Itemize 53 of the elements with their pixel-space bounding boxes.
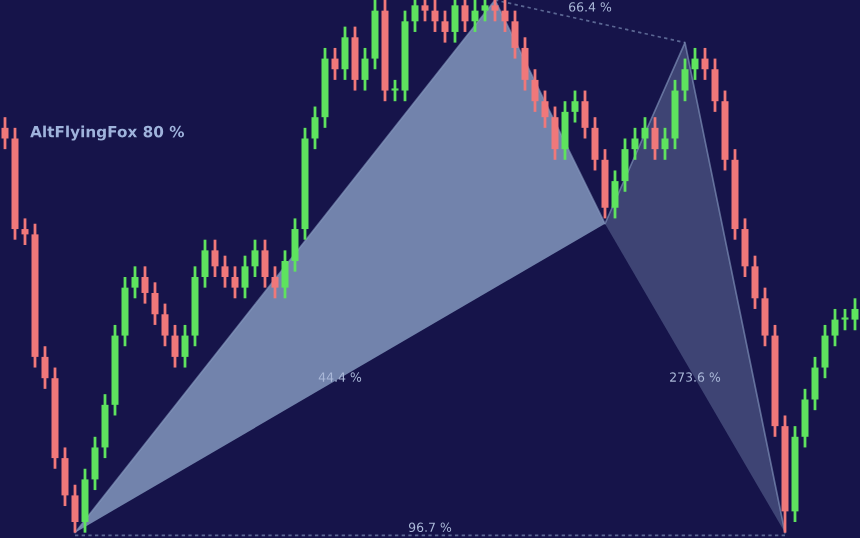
candlestick bbox=[21, 217, 29, 247]
candlestick bbox=[821, 323, 829, 380]
candlestick bbox=[491, 0, 499, 23]
candlestick bbox=[211, 238, 219, 279]
candlestick bbox=[151, 280, 159, 327]
candlestick bbox=[761, 286, 769, 348]
candlestick bbox=[311, 105, 319, 151]
candlestick bbox=[231, 264, 239, 300]
candlestick bbox=[611, 169, 619, 220]
candlestick bbox=[691, 46, 699, 82]
candlestick bbox=[661, 126, 669, 162]
candlestick bbox=[601, 147, 609, 220]
candlestick bbox=[161, 302, 169, 348]
candlestick bbox=[831, 307, 839, 348]
candlestick bbox=[171, 323, 179, 369]
candlestick bbox=[561, 99, 569, 162]
candlestick bbox=[421, 0, 429, 23]
candlestick bbox=[541, 89, 549, 130]
candlestick bbox=[711, 57, 719, 114]
candlestick bbox=[131, 264, 139, 300]
candlestick bbox=[651, 115, 659, 162]
candlestick bbox=[411, 0, 419, 34]
candlestick bbox=[581, 89, 589, 140]
candlestick bbox=[61, 446, 69, 508]
candlestick bbox=[811, 355, 819, 412]
candlestick bbox=[271, 264, 279, 300]
candlestick bbox=[441, 9, 449, 44]
candlestick bbox=[451, 0, 459, 44]
candlestick bbox=[461, 0, 469, 34]
candlestick bbox=[261, 238, 269, 290]
candlestick bbox=[591, 115, 599, 172]
candlestick bbox=[101, 392, 109, 460]
candlestick bbox=[91, 435, 99, 492]
candlestick bbox=[481, 0, 489, 23]
candlestick bbox=[361, 46, 369, 92]
candlestick bbox=[331, 46, 339, 82]
candlestick bbox=[501, 0, 509, 34]
candlestick bbox=[181, 323, 189, 369]
candlestick bbox=[431, 0, 439, 34]
candlestick bbox=[221, 254, 229, 290]
candlestick bbox=[551, 105, 559, 162]
candlestick bbox=[841, 307, 849, 332]
candlestick bbox=[681, 57, 689, 103]
candlestick bbox=[641, 115, 649, 151]
candlestick bbox=[281, 248, 289, 300]
candlestick bbox=[71, 483, 79, 535]
candlestick bbox=[291, 217, 299, 274]
candlestick bbox=[141, 264, 149, 306]
candlestick bbox=[511, 9, 519, 60]
candlestick bbox=[531, 67, 539, 114]
candlestick bbox=[631, 126, 639, 162]
candlestick bbox=[81, 467, 89, 535]
candlestick bbox=[701, 46, 709, 82]
